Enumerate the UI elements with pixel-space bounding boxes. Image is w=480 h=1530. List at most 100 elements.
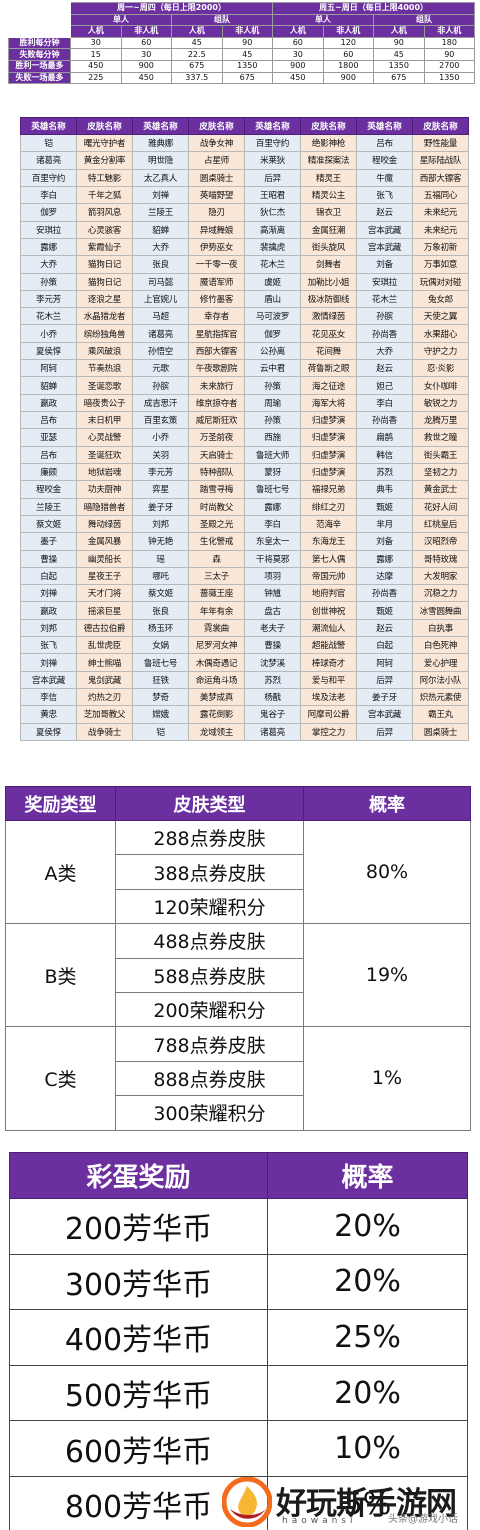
skin-name-cell: 阿摩司公爵 <box>300 705 357 724</box>
table-row: 胜利每分钟 30 60 45 90 60 120 90 180 <box>8 36 476 50</box>
hero-name-cell: 张飞 <box>356 185 413 205</box>
hero-name-cell: 女娲 <box>132 636 189 655</box>
hero-name-cell: 芈月 <box>356 514 413 534</box>
hero-name-cell: 铠 <box>20 133 77 153</box>
table-row: 大乔 猫狗日记 张良 一千零一夜 花木兰 剑舞者 刘备 万事如意 <box>20 255 469 274</box>
hero-name-cell: 露娜 <box>356 549 413 568</box>
table-row: 曹操 幽灵船长瑶森干将莫邪 第七人偶 露娜 哥特玫瑰 <box>20 549 469 568</box>
skin-name-cell: 花好人间 <box>412 497 469 516</box>
hero-name-cell: 扁鹊 <box>356 428 413 447</box>
skin-type-cell: 888点券皮肤 <box>115 1060 304 1097</box>
probability-header: 概率 <box>303 786 471 821</box>
hero-name-cell: 鲁班七号 <box>132 653 189 672</box>
hero-name-cell: 百里守约 <box>244 133 301 153</box>
hero-name-cell: 高渐离 <box>244 220 301 239</box>
hero-name-cell: 刘备 <box>356 532 413 551</box>
table-row: 吕布 末日机甲 百里玄策 威尼斯狂欢 孙策 归虚梦演 孙尚香 龙腾万里 <box>20 410 469 430</box>
hero-name-cell: 吕布 <box>20 410 77 430</box>
skin-name-cell: 绅士熊喵 <box>76 653 133 672</box>
skin-name-cell: 剑舞者 <box>300 255 357 274</box>
hero-name-cell: 项羽 <box>244 566 301 586</box>
sub-header: 非人机 <box>120 25 172 38</box>
skin-name-cell: 天使之翼 <box>412 307 469 326</box>
skin-name-cell: 异域舞娘 <box>188 220 245 239</box>
table-row: 伽罗 箭羽风息 兰陵王 隐刃 狄仁杰 锦衣卫 赵云 未来纪元 <box>20 203 469 222</box>
hero-name-cell: 张良 <box>132 255 189 274</box>
hero-name-cell: 后羿 <box>244 168 301 187</box>
points-value: 900 <box>120 59 172 73</box>
hero-name-cell: 兰陵王 <box>132 203 189 222</box>
skin-type-cell: 488点券皮肤 <box>115 923 304 959</box>
hero-name-cell: 蔡文姬 <box>20 514 77 534</box>
hero-name-cell: 刘禅 <box>132 185 189 205</box>
table-row: 墨子 金属风暴 钟无艳 生化警戒 东皇太一 东海龙王 刘备 汉昭烈帝 <box>20 532 469 551</box>
mode-header: 组队 <box>170 13 274 27</box>
hero-name-cell: 嫦娥 <box>132 705 189 724</box>
hero-name-cell: 大乔 <box>132 237 189 257</box>
sub-header: 人机 <box>171 25 223 38</box>
hero-name-cell: 周瑜 <box>244 393 301 413</box>
table-row: 安琪拉 心灵骇客 貂蝉 异域舞娘 高渐离 金属狂潮 宫本武藏 未来纪元 <box>20 220 469 239</box>
egg-reward-header: 彩蛋奖励 <box>9 1152 268 1199</box>
hero-name-cell: 孙策 <box>244 376 301 395</box>
table-row: B类 488点券皮肤 19% <box>5 923 471 1028</box>
table-row: 阿轲 节奏热浪 元歌 午夜歌剧院 云中君 荷鲁斯之眼 赵云 忍·炎影 <box>20 359 469 378</box>
hero-name-cell: 大乔 <box>20 255 77 274</box>
hero-name-cell: 妲己 <box>356 376 413 395</box>
skin-name-cell: 金属狂潮 <box>300 220 357 239</box>
skin-name-cell: 时尚教父 <box>188 497 245 516</box>
skin-name-cell: 五福同心 <box>412 185 469 205</box>
table-row: 失败每分钟 15 30 22.5 45 30 60 45 90 <box>8 48 476 61</box>
table-row: 300芳华币 20% <box>9 1253 468 1311</box>
skin-name-cell: 暗夜贵公子 <box>76 393 133 413</box>
skin-name-cell: 哥特玫瑰 <box>412 549 469 568</box>
points-value: 45 <box>221 48 274 61</box>
reward-type-table: 奖励类型 皮肤类型 概率 A类 288点券皮肤 80% 388点券皮肤 120荣耀积分 B… <box>5 786 471 1131</box>
hero-name-cell: 苏烈 <box>356 462 413 482</box>
points-value: 45 <box>373 48 425 61</box>
skin-name-cell: 德古拉伯爵 <box>76 618 133 638</box>
hero-name-cell: 阿轲 <box>356 653 413 672</box>
table-row: 黄忠 芝加哥教父 嫦娥 露花倒影 鬼谷子 阿摩司公爵 宫本武藏 霸王丸 <box>20 705 469 724</box>
hero-name-cell: 诸葛亮 <box>132 324 189 343</box>
egg-probability-cell: 20% <box>267 1253 468 1311</box>
egg-reward-cell: 500芳华币 <box>9 1364 268 1422</box>
table-row: 刘禅 天才门将 蔡文姬 蔷薇王座 钟馗 地府判官 孙尚香 沉稳之力 <box>20 584 469 603</box>
hero-name-cell: 李元芳 <box>20 289 77 309</box>
table-row: 亚瑟 心灵战警 小乔 万圣前夜 西施 归虚梦演 扁鹊 救世之瞳 <box>20 428 469 447</box>
skin-name-cell: 棒球奇才 <box>300 653 357 672</box>
hero-name-cell: 钟无艳 <box>132 532 189 551</box>
skin-name-cell: 爱心护理 <box>412 653 469 672</box>
hero-name-cell: 蒙犽 <box>244 462 301 482</box>
hero-name-cell: 阿轲 <box>20 359 77 378</box>
skin-name-cell: 年年有余 <box>188 601 245 620</box>
skin-name-cell: 圣诞恋歌 <box>76 376 133 395</box>
skin-type-header: 皮肤类型 <box>115 786 304 821</box>
row-label: 失败一场最多 <box>8 71 71 85</box>
hero-name-cell: 明世隐 <box>132 151 189 170</box>
hero-name-cell: 姜子牙 <box>132 497 189 516</box>
skin-name-cell: 特工魅影 <box>76 168 133 187</box>
hero-name-cell: 鲁班大师 <box>244 445 301 464</box>
skin-name-cell: 圣诞狂欢 <box>76 445 133 464</box>
skin-name-cell: 地府判官 <box>300 584 357 603</box>
table-row: 李元芳 逐浪之星 上官婉儿 修竹墨客 盾山 极冰防御线 花木兰 兔女郎 <box>20 289 469 309</box>
skin-name-cell: 鬼剑武藏 <box>76 670 133 690</box>
skin-name-cell: 归虚梦演 <box>300 462 357 482</box>
skin-name-cell: 隐刃 <box>188 203 245 222</box>
skin-name-cell: 绯红之刃 <box>300 497 357 516</box>
skin-name-cell: 白色死神 <box>412 636 469 655</box>
hero-name-cell: 公孙离 <box>244 341 301 361</box>
skin-name-cell: 范海辛 <box>300 514 357 534</box>
hero-name-cell: 伽罗 <box>20 203 77 222</box>
points-value: 450 <box>70 59 122 73</box>
hero-name-cell: 甄姬 <box>356 601 413 620</box>
skin-name-cell: 威尼斯狂欢 <box>188 410 245 430</box>
hero-name-cell: 马超 <box>132 307 189 326</box>
skin-name-cell: 美梦成真 <box>188 687 245 707</box>
hero-name-cell: 伽罗 <box>244 324 301 343</box>
table-row: 200芳华币 20% <box>9 1198 468 1255</box>
hero-name-cell: 宫本武藏 <box>356 705 413 724</box>
hero-name-cell: 宫本武藏 <box>356 220 413 239</box>
hero-name-cell: 孙策 <box>244 410 301 430</box>
